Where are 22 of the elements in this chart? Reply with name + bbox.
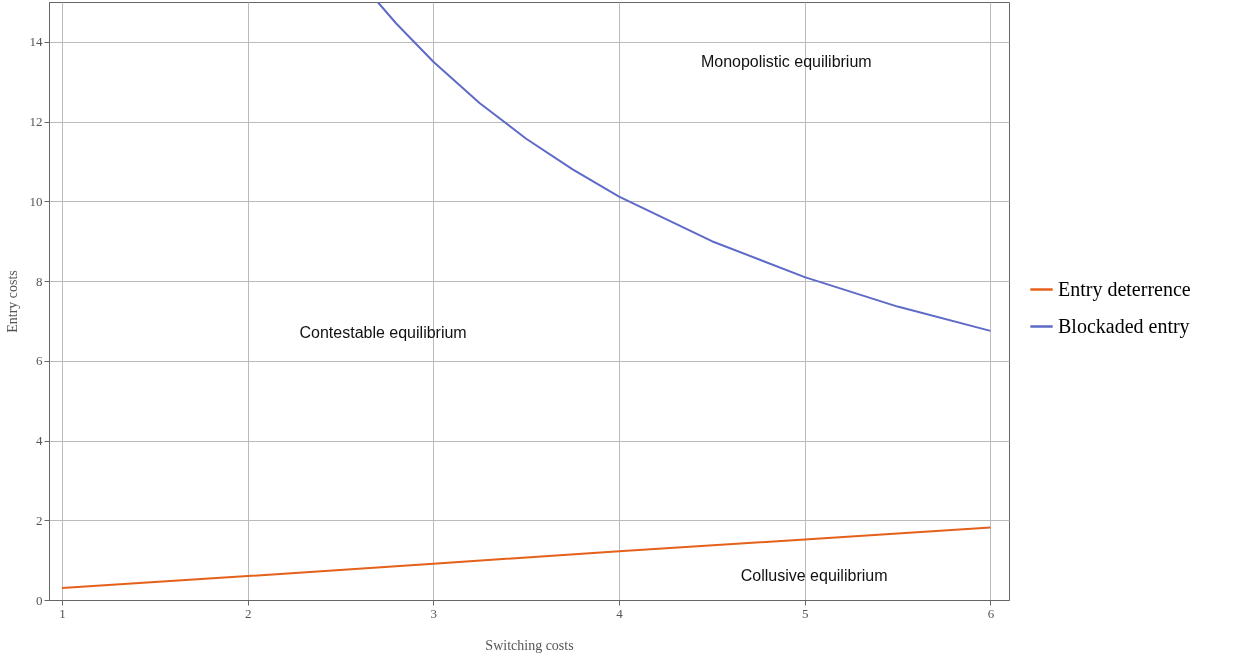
x-tick-label: 3 [430,605,438,621]
annotation: Collusive equilibrium [740,567,888,585]
annotation: Monopolistic equilibrium [700,52,872,70]
x-tick-label: 1 [59,605,66,621]
legend-label: Blockaded entry [1058,314,1190,338]
x-tick-label: 6 [987,605,995,621]
x-tick-label: 2 [244,605,252,621]
legend-label: Entry deterrence [1058,277,1191,301]
x-tick-label: 5 [801,605,809,621]
y-tick-label: 0 [36,592,43,608]
y-axis-title: Entry costs [4,270,20,333]
y-tick-label: 6 [36,353,43,369]
x-axis-title: Switching costs [485,637,574,653]
y-tick-label: 14 [29,34,43,50]
y-tick-label: 2 [36,512,43,528]
y-tick-label: 4 [36,433,43,449]
y-tick-label: 12 [29,114,43,130]
annotation: Contestable equilibrium [299,323,467,341]
y-tick-label: 10 [29,193,43,209]
y-tick-label: 8 [36,273,43,289]
line-series [61,526,992,590]
x-tick-label: 4 [616,605,624,621]
